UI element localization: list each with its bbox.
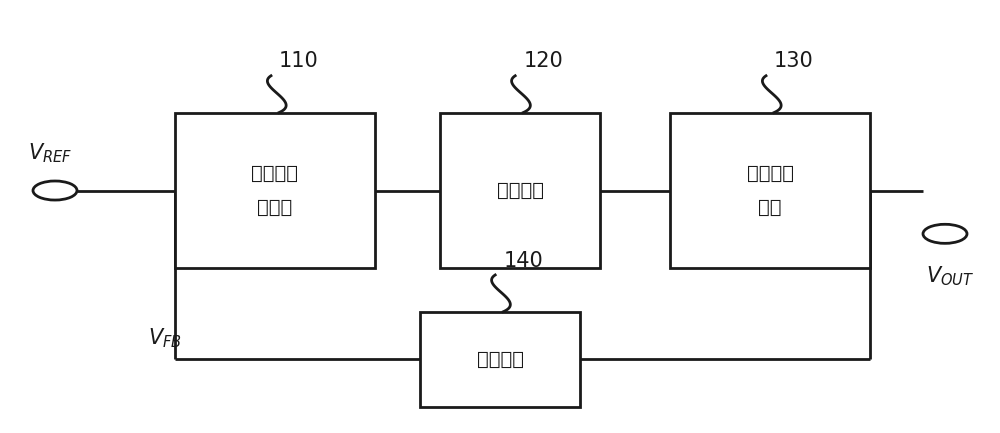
Text: $\mathregular{V}_{\mathregular{REF}}$: $\mathregular{V}_{\mathregular{REF}}$ [28, 141, 72, 165]
Text: $\mathregular{V}_{\mathregular{FB}}$: $\mathregular{V}_{\mathregular{FB}}$ [148, 326, 182, 349]
Bar [420, 312, 580, 407]
Text: 140: 140 [503, 251, 543, 271]
Text: $\mathregular{V}_{\mathregular{OUT}}$: $\mathregular{V}_{\mathregular{OUT}}$ [926, 264, 974, 288]
Text: 功率放大: 功率放大 [746, 164, 794, 183]
Text: 120: 120 [523, 52, 563, 71]
Text: 误差放大: 误差放大 [252, 164, 298, 183]
Text: 130: 130 [774, 52, 814, 71]
Bar [440, 113, 600, 268]
Text: 器电路: 器电路 [257, 198, 293, 217]
Text: 缓冲电路: 缓冲电路 [496, 181, 544, 200]
Text: 电路: 电路 [758, 198, 782, 217]
Bar [175, 113, 375, 268]
Bar [670, 113, 870, 268]
Text: 110: 110 [279, 52, 319, 71]
Text: 反馈电路: 反馈电路 [477, 350, 524, 369]
